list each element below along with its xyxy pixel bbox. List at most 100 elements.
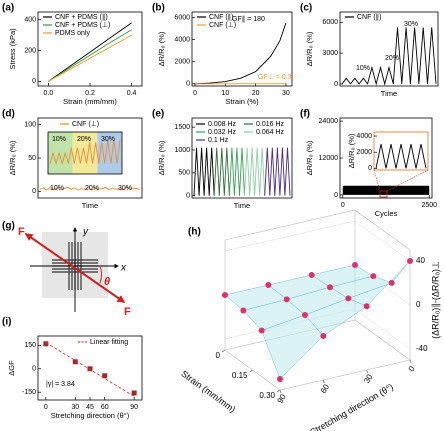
annotation: 20% xyxy=(85,185,99,192)
angle-label: θ xyxy=(104,276,110,288)
plot-frame xyxy=(191,11,293,87)
x-axis-title: Strain (%) xyxy=(225,97,259,106)
data-point xyxy=(43,341,49,347)
panel-label: (e) xyxy=(152,109,164,120)
y-tick-label: 12000 xyxy=(319,155,339,162)
y-tick-label: 0 xyxy=(186,193,190,200)
y-tick-label: 30 xyxy=(362,372,375,385)
data-line xyxy=(39,186,141,191)
zoom-box xyxy=(379,190,388,198)
x-tick-label: 0.4 xyxy=(127,90,137,97)
y-tick-label: -150 xyxy=(22,389,36,396)
x-axis-title: Stretching direction (θ°) xyxy=(51,411,130,420)
data-line xyxy=(264,147,291,196)
y-tick-label: 60 xyxy=(319,382,332,395)
surface-point xyxy=(308,272,315,278)
plot-frame xyxy=(191,117,293,199)
annotation: 20% xyxy=(77,136,91,143)
y-tick-label: 1000 xyxy=(174,147,190,154)
axis-label: x xyxy=(120,263,127,274)
x-tick-label: 0.15 xyxy=(232,371,248,380)
surface-point xyxy=(320,333,327,339)
x-tick-label: 0.2 xyxy=(85,90,95,97)
plot-frame xyxy=(373,131,429,171)
grid-line xyxy=(224,220,411,262)
surface-point xyxy=(327,284,333,291)
legend-label: CNF (⊥) xyxy=(72,121,99,128)
panel-label: (h) xyxy=(188,227,201,238)
data-point xyxy=(131,390,137,396)
x-tick-label: 0.30 xyxy=(259,391,275,400)
legend-label: PDMS only xyxy=(55,30,91,37)
x-tick-label: 10 xyxy=(221,90,229,97)
z-tick-label: -40 xyxy=(416,344,428,353)
y-tick-label: 500 xyxy=(178,170,190,177)
x-tick xyxy=(249,369,253,373)
y-tick-label: 0 xyxy=(407,364,417,373)
annotation: GF∥ = 180 xyxy=(232,15,265,23)
plot-frame xyxy=(47,131,123,175)
surface-point xyxy=(258,327,265,334)
x-tick-label: 45 xyxy=(86,404,94,411)
data-line xyxy=(194,22,287,85)
surface-point xyxy=(240,307,247,314)
x-axis-title: Strain (mm/mm) xyxy=(179,368,237,414)
y-axis-title: ΔGF xyxy=(7,360,16,376)
x-tick-label: 60 xyxy=(101,404,109,411)
data-line xyxy=(213,147,230,196)
y-tick-label: 2000 xyxy=(174,59,190,66)
force-label: F xyxy=(18,226,25,238)
panel-label: (d) xyxy=(2,109,15,120)
legend-label: 0.016 Hz xyxy=(256,121,285,128)
data-line xyxy=(49,139,121,166)
surface-point xyxy=(265,282,272,288)
zoom-link xyxy=(373,169,381,192)
surface-point xyxy=(407,258,413,264)
angle-arc xyxy=(99,265,102,284)
data-line xyxy=(48,29,132,82)
x-tick-label: 30 xyxy=(282,90,290,97)
y-tick-label: 1500 xyxy=(174,124,190,131)
surface-point xyxy=(283,296,290,303)
legend-label: Linear fitting xyxy=(90,339,128,346)
z-tick-label: 40 xyxy=(416,256,425,265)
surface-point xyxy=(222,292,228,298)
annotation: 30% xyxy=(118,185,132,192)
y-tick-label: 0 xyxy=(32,188,36,195)
x-axis-title: Cycles xyxy=(375,209,398,218)
y-tick-label: 200 xyxy=(24,47,36,54)
annotation: 10% xyxy=(356,65,370,72)
x-tick-label: 20 xyxy=(252,90,260,97)
annotation: |γ| = 3.84 xyxy=(46,381,75,388)
fit-line xyxy=(45,342,135,397)
data-point xyxy=(102,373,108,379)
legend-label: 0.1 Hz xyxy=(208,137,229,144)
y-tick-label: 0 xyxy=(32,366,36,373)
data-line xyxy=(244,147,266,196)
plot-frame xyxy=(339,11,439,87)
legend-label: CNF (∥) xyxy=(209,13,234,21)
x-tick-label: 0 xyxy=(44,404,48,411)
surface-point xyxy=(352,262,358,268)
y-tick-label: 100 xyxy=(24,122,36,129)
y-tick-label: 3000 xyxy=(322,50,338,57)
y-axis-title: ΔR/R₀ (%) xyxy=(305,31,314,66)
x-tick xyxy=(221,349,226,353)
annotation: 30% xyxy=(101,136,115,143)
surface-point xyxy=(363,303,370,310)
y-tick-label: 6000 xyxy=(322,19,338,26)
y-tick-label: 4000 xyxy=(174,36,190,43)
x-axis-title: Time xyxy=(234,201,250,210)
surface-point xyxy=(277,376,283,382)
y-tick-label: 4000 xyxy=(356,133,372,140)
x-axis-title: Strain (mm/mm) xyxy=(63,97,117,106)
legend-label: CNF (⊥) xyxy=(209,22,236,29)
x-tick xyxy=(276,389,281,393)
y-tick-label: 0 xyxy=(368,165,372,172)
y-tick-label: 0 xyxy=(334,192,338,199)
x-tick-label: 90 xyxy=(130,404,138,411)
y-tick-label: 0 xyxy=(32,78,36,85)
force-arrow xyxy=(24,233,126,303)
y-tick-label: 400 xyxy=(24,17,36,24)
annotation: 10% xyxy=(52,136,66,143)
